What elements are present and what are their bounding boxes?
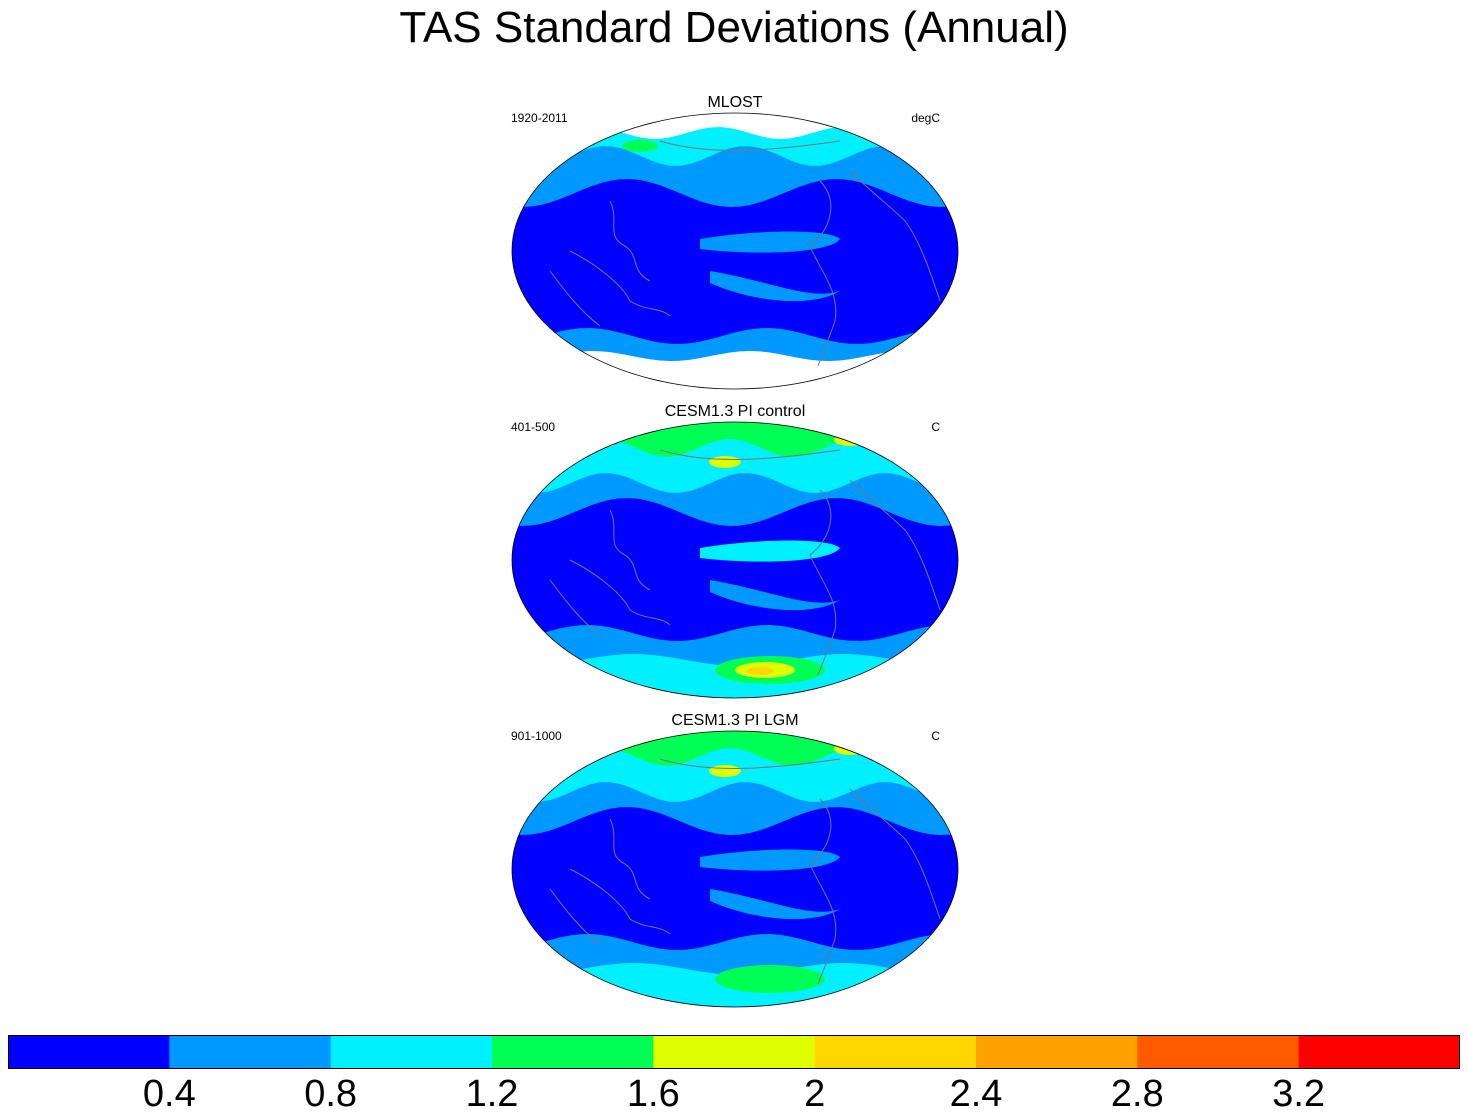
- map-cesm-pi-lgm: [511, 730, 959, 1008]
- colorbar-frame: [8, 1035, 1460, 1069]
- contour-1.6-2.0: [584, 745, 616, 757]
- colorbar: [8, 1035, 1460, 1069]
- contour-south-pacific: [710, 889, 840, 920]
- coastline: [809, 180, 837, 367]
- map-border: [511, 421, 959, 699]
- colorbar-tick-label: 2.4: [949, 1073, 1003, 1115]
- colorbar-tick-label: 1.2: [465, 1073, 519, 1115]
- contour-1.6-2.0: [834, 743, 866, 755]
- colorbar-segment: [814, 1035, 977, 1069]
- missing-data-antarctic: [512, 351, 958, 389]
- coastline: [849, 170, 941, 302]
- contour-1.6-2.0: [834, 434, 866, 446]
- coastline: [849, 479, 941, 611]
- map-panel-cesm-pi-control: CESM1.3 PI control 401-500 C: [505, 402, 965, 702]
- colorbar-tick-label: 3.2: [1272, 1073, 1326, 1115]
- panel-period: 901-1000: [511, 729, 562, 743]
- coastline: [569, 250, 671, 317]
- colorbar-segment: [1298, 1035, 1460, 1069]
- panel-period: 1920-2011: [511, 111, 568, 125]
- panel-title: CESM1.3 PI LGM: [671, 712, 799, 729]
- coastline: [549, 270, 601, 327]
- map-cesm-pi-control: [511, 421, 959, 699]
- contour-eq-pacific: [700, 231, 840, 253]
- coastline: [609, 818, 651, 900]
- contour-1.6-2.0: [584, 436, 616, 448]
- colorbar-segment: [976, 1035, 1138, 1069]
- map-panel-cesm-pi-lgm: CESM1.3 PI LGM 901-1000 C: [505, 711, 965, 1011]
- contour-south-pacific: [710, 271, 840, 302]
- contour-eq-pacific: [700, 540, 840, 562]
- chart-title: TAS Standard Deviations (Annual): [399, 3, 1069, 52]
- coastline: [569, 559, 671, 626]
- colorbar-segment: [653, 1035, 816, 1069]
- colorbar-segment: [330, 1035, 493, 1069]
- colorbar-tick-label: 2: [804, 1073, 826, 1115]
- contour-1.6-2.0: [709, 765, 741, 777]
- panel-units: degC: [911, 111, 940, 125]
- coastline: [809, 798, 837, 985]
- contour-1.2-1.6: [622, 140, 658, 152]
- coastline: [609, 509, 651, 591]
- coastline: [549, 888, 601, 945]
- contour-eq-pacific: [700, 849, 840, 871]
- colorbar-segment: [8, 1035, 170, 1069]
- colorbar-tick-label: 0.4: [142, 1073, 196, 1115]
- panel-title: CESM1.3 PI control: [664, 403, 806, 420]
- panel-title: MLOST: [707, 94, 763, 111]
- colorbar-tick-label: 0.8: [304, 1073, 358, 1115]
- coastline: [849, 788, 941, 920]
- coastline: [659, 140, 841, 151]
- contour-2.0-2.4: [746, 667, 774, 675]
- colorbar-segment: [169, 1035, 332, 1069]
- map-border: [511, 112, 959, 390]
- colorbar-segment: [1137, 1035, 1300, 1069]
- coastline: [659, 449, 841, 460]
- panel-units: C: [931, 729, 940, 743]
- colorbar-tick-label: 1.6: [626, 1073, 680, 1115]
- coastline: [809, 489, 837, 676]
- map-border: [511, 730, 959, 1008]
- map-mlost: [511, 112, 959, 390]
- panel-units: C: [931, 420, 940, 434]
- coastline: [609, 200, 651, 282]
- contour-1.2-1.6: [715, 965, 825, 993]
- colorbar-tick-label: 2.8: [1110, 1073, 1164, 1115]
- panel-period: 401-500: [511, 420, 556, 434]
- contour-south-pacific: [710, 580, 840, 611]
- coastline: [659, 758, 841, 769]
- colorbar-segment: [492, 1035, 654, 1069]
- contour-1.6-2.0: [709, 456, 741, 468]
- coastline: [569, 868, 671, 935]
- coastline: [549, 579, 601, 636]
- map-panel-mlost: MLOST 1920-2011 degC: [505, 93, 965, 393]
